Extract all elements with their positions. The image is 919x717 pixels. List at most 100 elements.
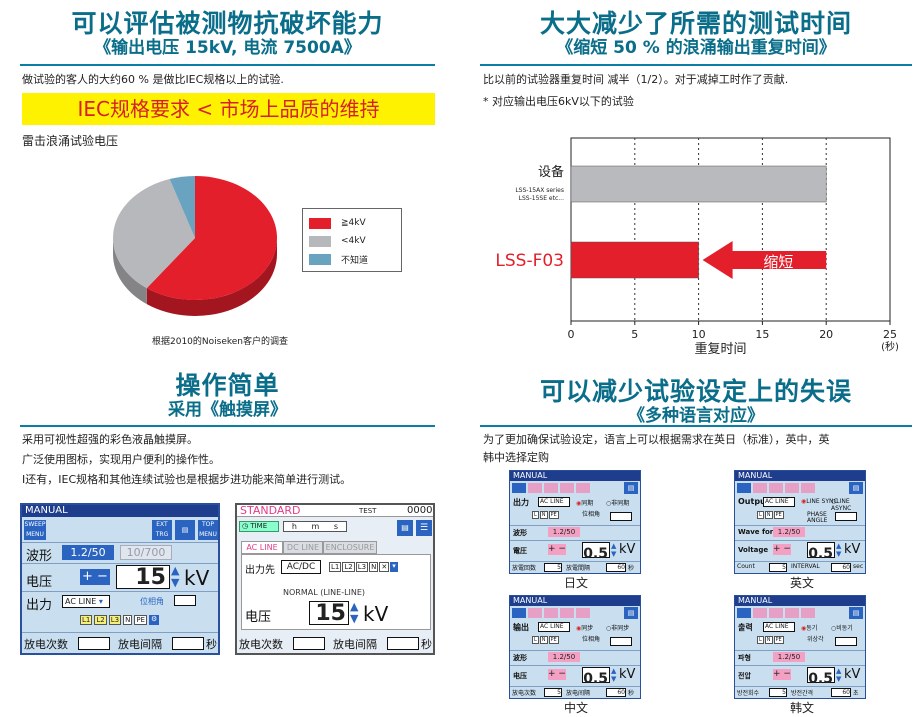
mini-plus-minus[interactable]: + − (548, 544, 566, 555)
mini-menu-icon[interactable] (512, 608, 526, 618)
mini-stepper-icon[interactable]: ▲ ▼ (611, 667, 617, 683)
mini-line-n[interactable]: N (764, 636, 773, 644)
std-count-input[interactable] (293, 637, 325, 650)
mini-tab-icon[interactable] (576, 608, 590, 618)
mini-line-l[interactable]: L (532, 636, 539, 644)
mini-mode2[interactable]: ○非同步 (606, 623, 629, 632)
mini-tab-icon[interactable] (528, 608, 542, 618)
mini-phase-input[interactable] (610, 512, 632, 521)
mini-interval-input[interactable]: 60 (606, 688, 626, 697)
voltage-stepper-icon[interactable]: ▲ ▼ (171, 564, 180, 589)
interval-input[interactable] (172, 637, 204, 650)
mini-plus-minus[interactable]: + − (548, 669, 566, 680)
line-pe[interactable]: PE (134, 615, 147, 625)
output-target-value[interactable]: AC/DC (281, 560, 321, 574)
mini-tab-icon[interactable] (785, 608, 799, 618)
mini-voltage-display[interactable]: 0.5 (807, 667, 835, 687)
mini-mode1[interactable]: ◉同步 (576, 623, 593, 632)
mini-tab-icon[interactable] (801, 483, 815, 493)
mini-tab-icon[interactable] (785, 483, 799, 493)
mini-interval-input[interactable]: 60 (831, 563, 851, 572)
file-button[interactable]: ▤ (175, 520, 195, 540)
tab-dc-line[interactable]: DC LINE (283, 541, 323, 554)
mini-line-l[interactable]: L (757, 636, 764, 644)
mini-file-icon[interactable]: ▤ (849, 607, 863, 619)
mini-tab-icon[interactable] (753, 608, 767, 618)
settings-icon[interactable]: ⚙ (148, 615, 160, 625)
mini-phase-input[interactable] (835, 637, 857, 646)
count-input[interactable] (78, 637, 110, 650)
mini-interval-input[interactable]: 60 (606, 563, 626, 572)
mini-menu-icon[interactable] (737, 483, 751, 493)
mini-voltage-display[interactable]: 0.5 (582, 667, 610, 687)
mini-mode2[interactable]: ○LINE ASYNC (831, 498, 865, 512)
mini-mode1[interactable]: ◉同期 (576, 498, 593, 507)
mini-tab-icon[interactable] (560, 483, 574, 493)
mini-wave-button[interactable]: 1.2/50 (773, 652, 805, 662)
mini-line-l[interactable]: L (532, 511, 539, 519)
voltage-display[interactable]: 15 (116, 565, 170, 590)
ext-trg-button[interactable]: EXT TRG (152, 520, 172, 540)
mini-voltage-display[interactable]: 0.5 (582, 542, 610, 562)
wave-1250-button[interactable]: 1.2/50 (62, 545, 114, 560)
mini-tab-icon[interactable] (753, 483, 767, 493)
mini-phase-input[interactable] (835, 512, 857, 521)
mini-phase-input[interactable] (610, 637, 632, 646)
mini-line-pe[interactable]: PE (548, 636, 559, 644)
mini-file-icon[interactable]: ▤ (624, 607, 638, 619)
mini-stepper-icon[interactable]: ▲ ▼ (836, 542, 842, 558)
mini-tab-icon[interactable] (576, 483, 590, 493)
mini-count-input[interactable]: 5 (769, 563, 787, 572)
std-interval-input[interactable] (387, 637, 419, 650)
mini-tab-icon[interactable] (769, 483, 783, 493)
phase-input[interactable] (174, 595, 196, 606)
mini-file-icon[interactable]: ▤ (624, 482, 638, 494)
top-menu-button[interactable]: TOP MENU (198, 520, 218, 540)
std-line-n[interactable]: N (369, 562, 379, 572)
mini-file-icon[interactable]: ▤ (849, 482, 863, 494)
mini-tab-icon[interactable] (801, 608, 815, 618)
mini-tab-icon[interactable] (769, 608, 783, 618)
mini-line-l[interactable]: L (757, 511, 764, 519)
std-voltage-display[interactable]: 15 (309, 601, 349, 626)
mini-tab-icon[interactable] (560, 608, 574, 618)
list-icon[interactable]: ☰ (416, 520, 432, 536)
line-l1[interactable]: L1 (80, 615, 93, 625)
mini-acline-select[interactable]: AC LINE (538, 622, 570, 632)
file-icon[interactable]: ▤ (397, 520, 413, 536)
mini-line-n[interactable]: N (539, 636, 548, 644)
mini-count-input[interactable]: 5 (769, 688, 787, 697)
mini-tab-icon[interactable] (528, 483, 542, 493)
mini-wave-button[interactable]: 1.2/50 (773, 527, 805, 537)
mini-line-pe[interactable]: PE (548, 511, 559, 519)
voltage-plus-minus[interactable]: + − (80, 569, 110, 585)
mini-tab-icon[interactable] (544, 483, 558, 493)
mini-mode2[interactable]: ○비동기 (831, 623, 853, 632)
output-select[interactable]: AC LINE ▾ (62, 595, 110, 608)
mini-voltage-display[interactable]: 0.5 (807, 542, 835, 562)
mini-interval-input[interactable]: 60 (831, 688, 851, 697)
mini-line-pe[interactable]: PE (773, 636, 784, 644)
mini-mode1[interactable]: ◉LINE SYNC (801, 498, 838, 505)
mini-menu-icon[interactable] (512, 483, 526, 493)
wave-10700-button[interactable]: 10/700 (120, 545, 172, 560)
mini-acline-select[interactable]: AC LINE (763, 622, 795, 632)
line-l2[interactable]: L2 (94, 615, 107, 625)
mini-line-n[interactable]: N (539, 511, 548, 519)
mini-tab-icon[interactable] (544, 608, 558, 618)
mini-count-input[interactable]: 5 (544, 688, 562, 697)
mini-stepper-icon[interactable]: ▲ ▼ (836, 667, 842, 683)
std-voltage-stepper-icon[interactable]: ▲ ▼ (350, 600, 359, 625)
dropdown-icon[interactable]: ▾ (390, 562, 398, 572)
line-n[interactable]: N (123, 615, 133, 625)
mini-wave-button[interactable]: 1.2/50 (548, 527, 580, 537)
mini-mode2[interactable]: ○非同期 (606, 498, 629, 507)
sweep-menu-button[interactable]: SWEEP MENU (24, 520, 46, 540)
mini-wave-button[interactable]: 1.2/50 (548, 652, 580, 662)
std-line-l2[interactable]: L2 (342, 562, 355, 572)
mini-line-n[interactable]: N (764, 511, 773, 519)
std-line-l1[interactable]: L1 (329, 562, 342, 572)
std-line-l3[interactable]: L3 (355, 562, 369, 572)
mini-mode1[interactable]: ◉동기 (801, 623, 817, 632)
line-l3[interactable]: L3 (108, 615, 122, 625)
